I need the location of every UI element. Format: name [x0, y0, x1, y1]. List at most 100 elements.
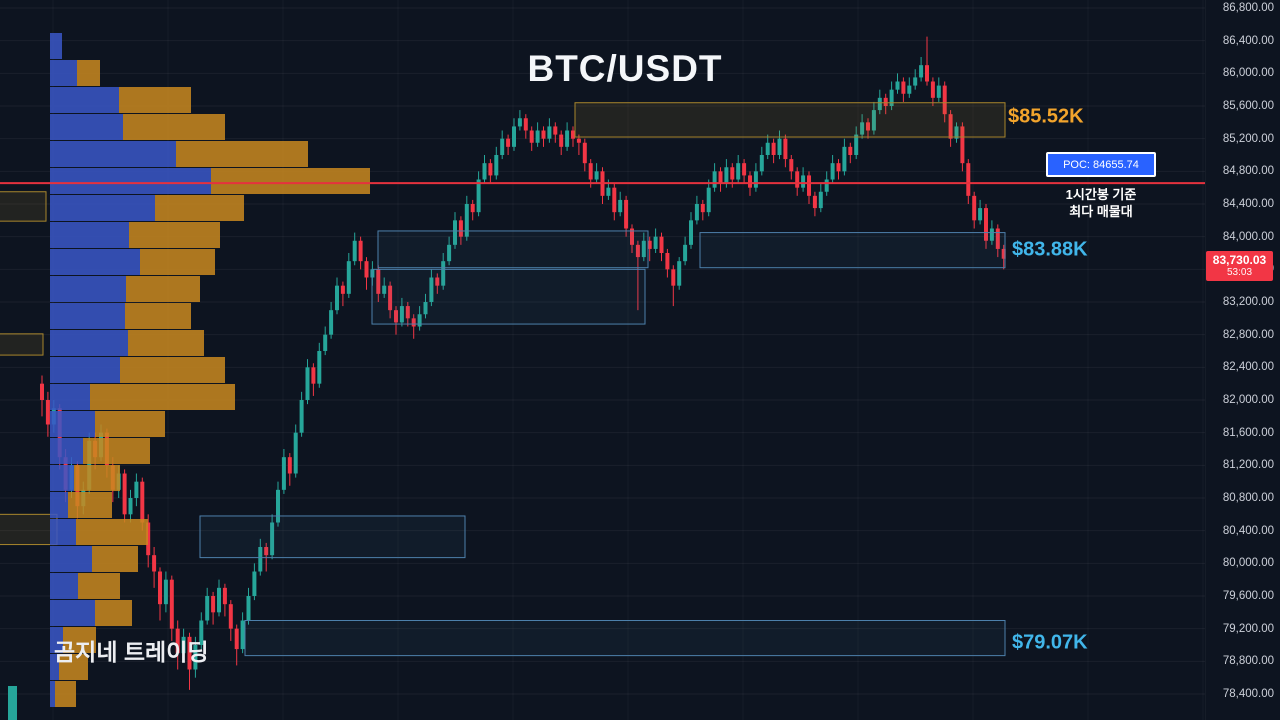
candle [512, 126, 516, 147]
volume-bar-sell [95, 600, 132, 626]
candle [317, 351, 322, 384]
axis-price-label: 81,600.00 [1222, 426, 1274, 439]
candle [134, 481, 139, 499]
candle [329, 310, 334, 335]
candle [140, 481, 145, 523]
volume-bar-sell [211, 168, 370, 194]
axis-price-label: 80,800.00 [1222, 492, 1274, 504]
axis-price-label: 79,200.00 [1222, 622, 1274, 635]
axis-price-label: 78,400.00 [1222, 688, 1274, 700]
candle [287, 457, 292, 474]
candle [736, 163, 741, 180]
candle [677, 261, 682, 286]
candle [346, 261, 351, 294]
candle [276, 489, 280, 523]
candle [777, 138, 782, 156]
chart-title: BTC/USDT [527, 48, 723, 89]
volume-bar-sell [176, 141, 308, 167]
candle [771, 142, 776, 156]
candle [40, 383, 44, 401]
candle [169, 579, 174, 629]
left-gold-zone-3[interactable] [0, 513, 58, 546]
candle [836, 163, 841, 172]
candle [606, 187, 611, 196]
candle [624, 199, 629, 229]
demand-zone-8388-left[interactable] [377, 230, 649, 269]
candle [930, 81, 935, 98]
candle [187, 636, 192, 670]
poc-label[interactable]: POC: 84655.74 [1046, 152, 1156, 178]
candle [671, 269, 676, 286]
candle [618, 199, 623, 213]
candle [340, 285, 345, 294]
demand-zone-8388-right[interactable] [699, 232, 1006, 269]
candle [635, 244, 640, 258]
price-axis[interactable]: 83,730.03 53:03 86,800.00 86,400.00 86,000… [1205, 0, 1280, 720]
candle [423, 302, 428, 315]
candle [824, 179, 829, 192]
candle [641, 240, 646, 258]
candle [801, 175, 806, 188]
candle [783, 138, 788, 160]
poc-label-text: POC: 84655.74 [1063, 158, 1139, 171]
volume-bar-buy [50, 114, 123, 140]
supply-zone-8552[interactable] [574, 102, 1006, 138]
left-gold-zone-2[interactable] [0, 333, 44, 356]
candle [877, 97, 882, 111]
candle [559, 134, 564, 147]
candle [860, 122, 865, 135]
candle [830, 163, 835, 180]
candle [954, 126, 959, 139]
demand-zone-7907[interactable] [244, 620, 1006, 657]
candle [765, 142, 770, 156]
level-label-8388[interactable]: $83.88K [1012, 238, 1088, 261]
candle [529, 130, 534, 143]
candle [211, 596, 216, 613]
candle [889, 89, 894, 107]
axis-price-label: 83,200.00 [1222, 296, 1274, 308]
left-gold-zone-1[interactable] [0, 191, 47, 222]
candle [240, 620, 245, 650]
volume-bar-sell [128, 330, 204, 356]
candle [234, 628, 239, 650]
candle [158, 571, 162, 605]
level-label-8552[interactable]: $85.52K [1008, 105, 1084, 128]
volume-bar-sell [90, 384, 235, 410]
candle [647, 240, 652, 249]
candle [913, 77, 918, 86]
volume-bar-sell [55, 681, 76, 707]
volume-bar-buy [50, 141, 176, 167]
candle [978, 208, 983, 221]
volume-bar-buy [50, 168, 211, 194]
candle [293, 432, 298, 474]
volume-bar-sell [123, 114, 225, 140]
candle [506, 138, 511, 147]
volume-bar-buy [50, 60, 77, 86]
candle [364, 261, 369, 278]
zone-832-836[interactable] [371, 268, 646, 325]
axis-price-label: 80,400.00 [1222, 524, 1274, 537]
candle [706, 187, 711, 213]
volume-bar-sell [59, 654, 88, 680]
candle [807, 175, 811, 196]
volume-bar-buy [50, 195, 155, 221]
candle [376, 269, 381, 294]
axis-price-label: 86,400.00 [1222, 34, 1274, 47]
volume-bar-buy [50, 249, 140, 275]
level-label-7907[interactable]: $79.07K [1012, 631, 1088, 654]
volume-bar-sell [155, 195, 244, 221]
candle [228, 604, 233, 629]
candle [163, 579, 168, 605]
candle [588, 163, 593, 180]
candle [45, 400, 50, 425]
axis-price-label: 86,000.00 [1222, 67, 1274, 80]
candle [246, 596, 251, 621]
candle [535, 130, 540, 143]
volume-bar-buy [50, 465, 74, 491]
candle [199, 620, 204, 646]
zone-804[interactable] [199, 515, 466, 559]
poc-annotation-line2: 최다 매물대 [1069, 204, 1133, 220]
axis-price-label: 86,800.00 [1222, 2, 1274, 14]
volume-bar-buy [50, 600, 95, 626]
